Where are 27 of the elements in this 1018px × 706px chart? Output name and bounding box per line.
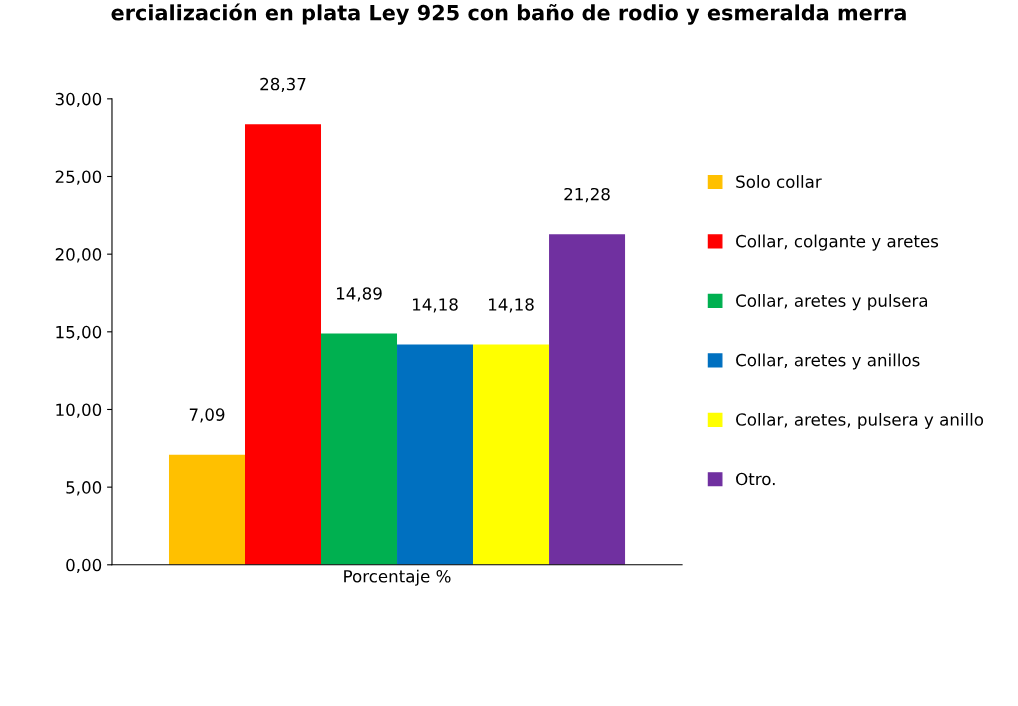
bar: [473, 344, 550, 565]
data-label: 28,37: [260, 77, 306, 93]
y-tick-label: 25,00: [55, 170, 102, 185]
bar: [397, 344, 474, 565]
y-tick-label: 10,00: [56, 403, 102, 418]
legend-label: Collar, aretes y pulsera: [736, 294, 928, 311]
legend-label: Otro.: [736, 472, 775, 486]
y-tick-label: 20,00: [55, 248, 102, 263]
data-label: 14,18: [413, 298, 458, 313]
y-tick-label: 5,00: [66, 481, 102, 496]
data-label: 7,09: [189, 408, 225, 423]
data-label: 21,28: [564, 187, 610, 203]
bar: [549, 234, 626, 565]
x-tick-label: Porcentaje %: [344, 569, 451, 586]
y-tick-label: 15,00: [56, 325, 102, 341]
data-label: 14,18: [489, 298, 534, 313]
chart-title: ercialización en plata Ley 925 con baño de rodio y esmeralda merra: [111, 3, 906, 25]
bar: [321, 333, 398, 565]
data-label: 14,89: [336, 287, 382, 302]
legend-label: Collar, aretes, pulsera y anillo: [736, 412, 984, 430]
bar: [168, 454, 245, 565]
bar: [245, 124, 322, 565]
y-tick-label: 0,00: [66, 558, 102, 574]
legend-label: Solo collar: [736, 175, 822, 188]
legend-label: Collar, aretes y anillos: [736, 353, 920, 370]
legend-label: Collar, colgante y aretes: [736, 234, 939, 251]
y-tick-label: 30,00: [55, 92, 102, 108]
